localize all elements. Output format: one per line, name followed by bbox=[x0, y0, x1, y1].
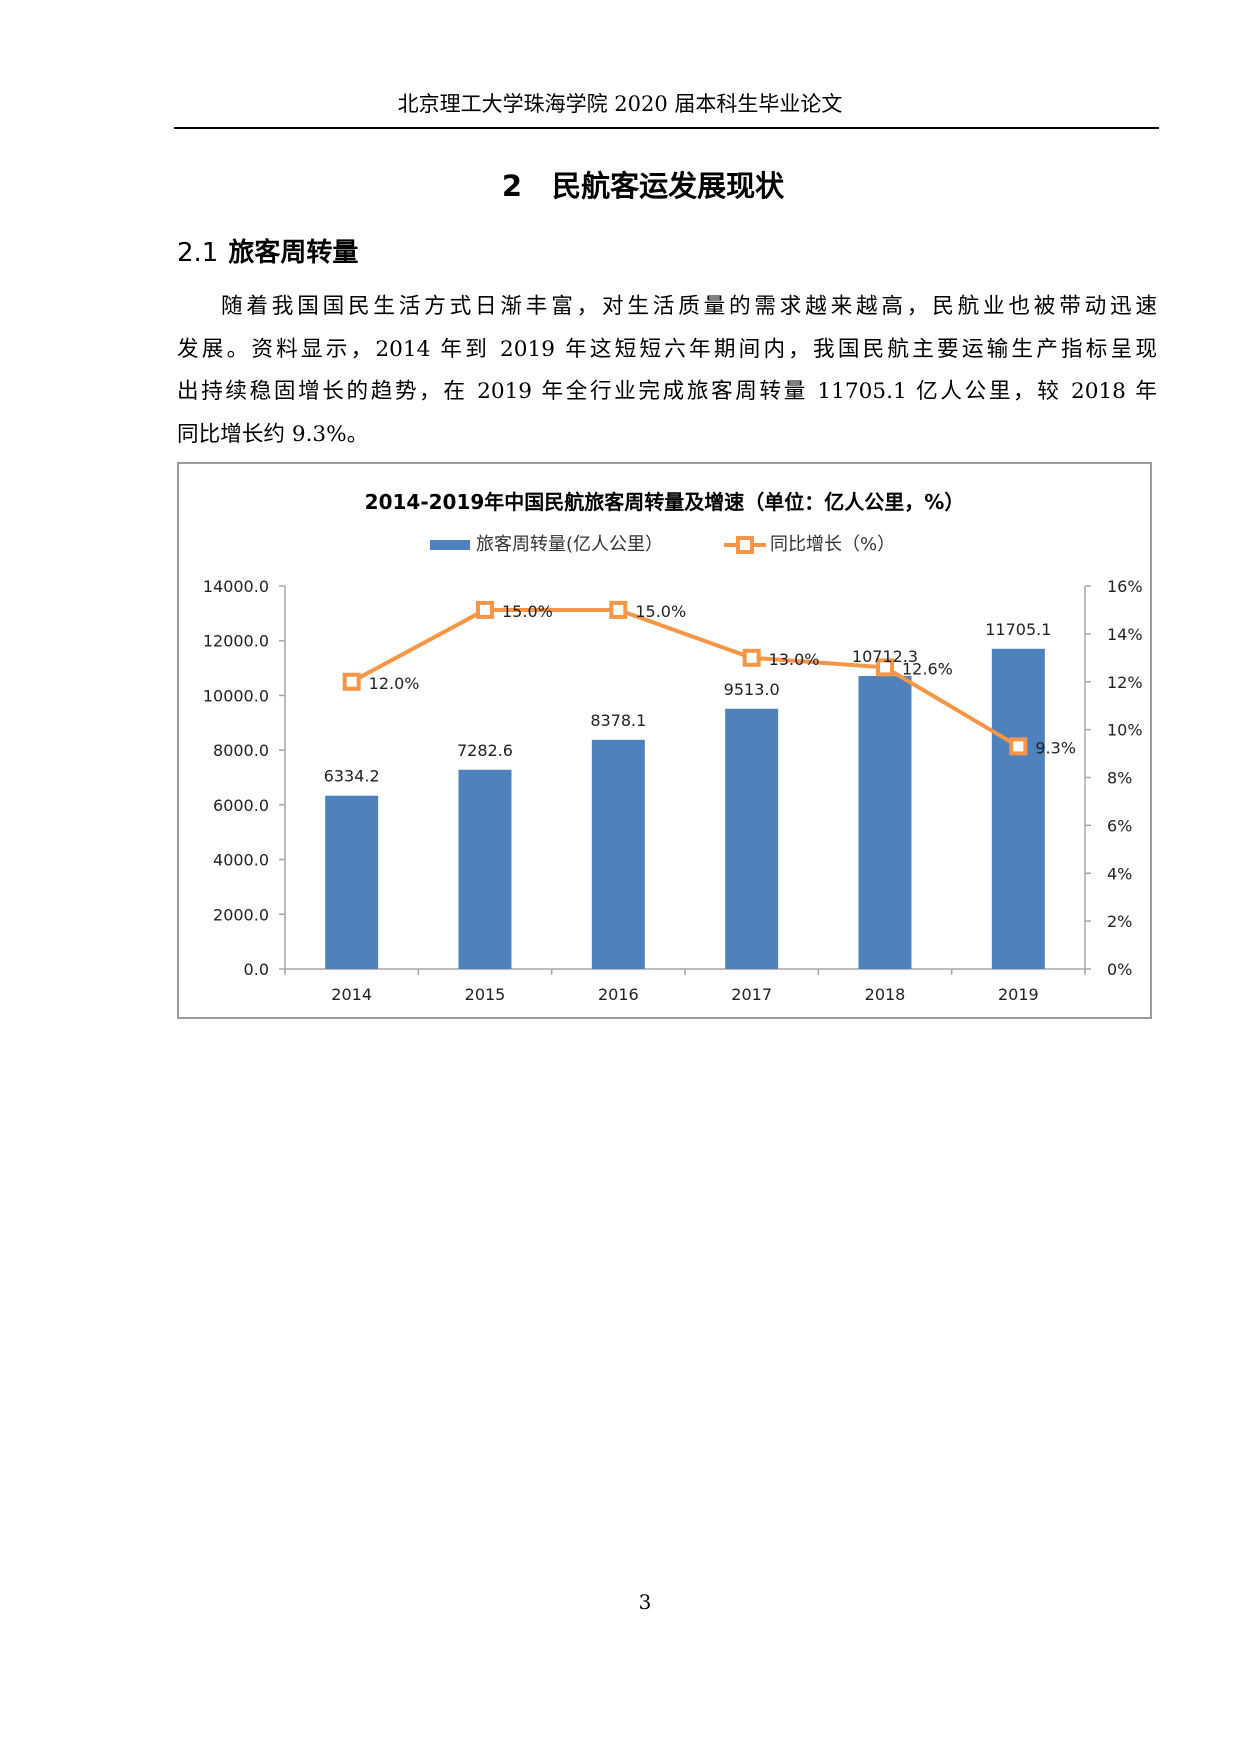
right-axis-tick-label: 14% bbox=[1107, 625, 1143, 644]
bar-value-label: 7282.6 bbox=[457, 741, 513, 760]
line-marker bbox=[476, 600, 494, 619]
legend-item-line: 同比增长（%） bbox=[724, 530, 895, 556]
line-value-label: 15.0% bbox=[635, 602, 686, 621]
chart-title: 2014-2019年中国民航旅客周转量及增速（单位：亿人公里，%） bbox=[364, 490, 965, 514]
bar bbox=[991, 648, 1045, 969]
line-marker-icon bbox=[724, 536, 766, 554]
line-series bbox=[342, 600, 1028, 756]
legend-bar-label: 旅客周转量(亿人公里） bbox=[476, 534, 664, 555]
page-number: 3 bbox=[638, 1590, 652, 1614]
line-marker bbox=[876, 658, 894, 677]
x-axis-category-label: 2015 bbox=[465, 985, 506, 1004]
bar bbox=[325, 795, 379, 969]
line-marker bbox=[1009, 737, 1028, 756]
header-divider bbox=[174, 127, 1159, 129]
chapter-number: 2 bbox=[501, 169, 523, 203]
section-number: 2.1 bbox=[177, 238, 219, 268]
bar bbox=[591, 739, 645, 969]
legend-line-label: 同比增长（%） bbox=[770, 534, 896, 555]
bar bbox=[725, 708, 779, 969]
bar-value-label: 11705.1 bbox=[985, 620, 1051, 639]
chart-plot: 0.0 2000.0 4000.0 6000.0 8000.0 10000.0 12000.… bbox=[203, 577, 1143, 1004]
x-axis-category-label: 2019 bbox=[998, 985, 1039, 1004]
bar-value-label: 10712.3 bbox=[852, 647, 918, 666]
right-axis-tick-label: 12% bbox=[1107, 673, 1143, 692]
left-axis-tick-label: 10000.0 bbox=[203, 686, 269, 705]
line-value-label: 12.6% bbox=[902, 659, 953, 678]
left-axis-tick-label: 6000.0 bbox=[213, 796, 269, 815]
line-marker bbox=[742, 648, 761, 667]
right-axis-tick-label: 0% bbox=[1107, 960, 1132, 979]
bar-value-label: 9513.0 bbox=[724, 680, 780, 699]
bar bbox=[858, 675, 912, 969]
right-axis-tick-label: 8% bbox=[1107, 769, 1132, 788]
paragraph-line: 出持续稳固增长的趋势，在 2019 年全行业完成旅客周转量 11705.1 亿人… bbox=[177, 379, 1157, 404]
running-header: 北京理工大学珠海学院 2020 届本科生毕业论文 bbox=[397, 92, 843, 116]
left-axis-tick-label: 4000.0 bbox=[213, 851, 269, 870]
bar bbox=[458, 769, 512, 969]
chapter-title-text: 民航客运发展现状 bbox=[552, 169, 785, 203]
right-axis-tick-label: 16% bbox=[1107, 577, 1143, 596]
x-axis-category-label: 2014 bbox=[331, 985, 372, 1004]
bar-swatch-icon bbox=[430, 540, 470, 550]
section-title-text: 旅客周转量 bbox=[228, 238, 359, 268]
bar-series bbox=[325, 648, 1045, 969]
line-value-label: 13.0% bbox=[769, 650, 820, 669]
left-axis-tick-label: 12000.0 bbox=[203, 632, 269, 651]
paragraph-line: 发展。资料显示，2014 年到 2019 年这短短六年期间内，我国民航主要运输生… bbox=[177, 336, 1157, 362]
left-axis-tick-label: 2000.0 bbox=[213, 905, 269, 924]
line-marker bbox=[342, 672, 361, 691]
body-paragraph: 随着我国国民生活方式日渐丰富，对生活质量的需求越来越高，民航业也被带动迅速 发展… bbox=[177, 286, 1157, 456]
x-axis-category-label: 2016 bbox=[598, 985, 639, 1004]
line-marker bbox=[609, 600, 628, 619]
left-axis-tick-label: 0.0 bbox=[244, 960, 269, 979]
paragraph-line: 同比增长约 9.3%。 bbox=[177, 421, 369, 447]
paragraph-line: 随着我国国民生活方式日渐丰富，对生活质量的需求越来越高，民航业也被带动迅速 bbox=[221, 294, 1157, 319]
line-value-label: 9.3% bbox=[1035, 738, 1076, 757]
chapter-title: 2 民航客运发展现状 bbox=[0, 163, 1240, 205]
bar-value-label: 6334.2 bbox=[324, 767, 380, 786]
line-value-label: 12.0% bbox=[369, 674, 420, 693]
data-labels: 6334.2 7282.6 8378.1 9513.0 10712.3 11705.1 12… bbox=[324, 602, 1076, 786]
x-axis-category-label: 2017 bbox=[731, 985, 772, 1004]
chart-axes: 0.0 2000.0 4000.0 6000.0 8000.0 10000.0 12000.… bbox=[203, 577, 1143, 1004]
right-axis-tick-label: 2% bbox=[1107, 912, 1132, 931]
section-heading: 2.1 旅客周转量 bbox=[177, 232, 358, 269]
x-axis-category-label: 2018 bbox=[865, 985, 906, 1004]
left-axis-tick-label: 8000.0 bbox=[213, 741, 269, 760]
line-value-label: 15.0% bbox=[502, 602, 553, 621]
right-axis-tick-label: 6% bbox=[1107, 816, 1132, 835]
chart-figure: 2014-2019年中国民航旅客周转量及增速（单位：亿人公里，%） 旅客周转量(… bbox=[177, 462, 1152, 1019]
right-axis-tick-label: 10% bbox=[1107, 721, 1143, 740]
legend-item-bar: 旅客周转量(亿人公里） bbox=[430, 530, 663, 556]
bar-value-label: 8378.1 bbox=[590, 711, 646, 730]
left-axis-tick-label: 14000.0 bbox=[203, 577, 269, 596]
right-axis-tick-label: 4% bbox=[1107, 864, 1132, 883]
